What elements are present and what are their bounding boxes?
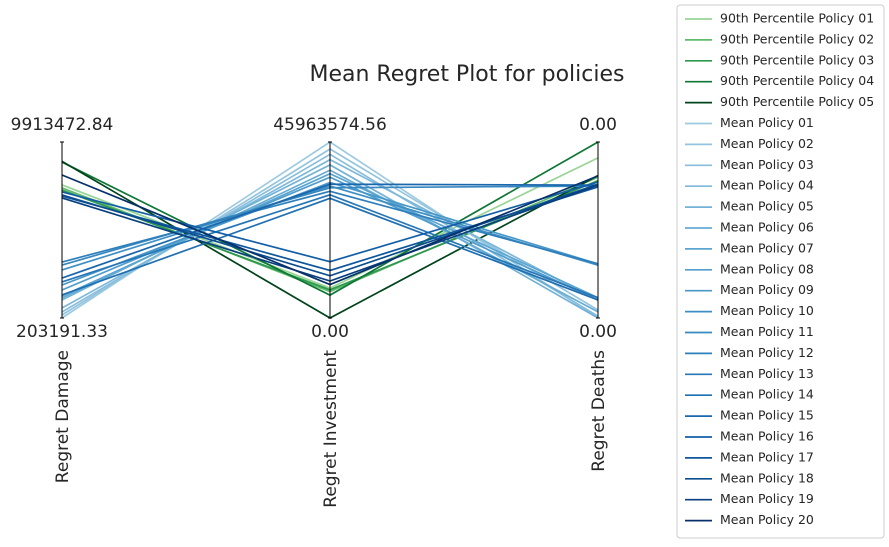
legend-label: Mean Policy 03 xyxy=(720,157,814,172)
legend: 90th Percentile Policy 01 90th Percentile… xyxy=(685,11,874,527)
axis-tick-label: 0.00 xyxy=(311,322,349,342)
legend-label: Mean Policy 18 xyxy=(720,470,814,485)
axis-title: Regret Investment xyxy=(321,350,341,508)
legend-label: Mean Policy 05 xyxy=(720,199,814,214)
chart-title: Mean Regret Plot for policies xyxy=(309,62,624,87)
axis-tick-label: 45963574.56 xyxy=(273,115,387,135)
legend-label: Mean Policy 01 xyxy=(720,115,814,130)
legend-label: Mean Policy 19 xyxy=(720,491,814,506)
legend-label: Mean Policy 02 xyxy=(720,136,814,151)
legend-label: Mean Policy 09 xyxy=(720,282,814,297)
axis-tick-label: 9913472.84 xyxy=(11,115,114,135)
legend-label: 90th Percentile Policy 05 xyxy=(720,94,874,109)
legend-label: Mean Policy 12 xyxy=(720,345,814,360)
axis-tick-label: 0.00 xyxy=(579,115,617,135)
axes: 203191.33 9913472.84 Regret Damage 0.00 4596… xyxy=(11,115,617,508)
legend-label: Mean Policy 11 xyxy=(720,324,814,339)
legend-label: 90th Percentile Policy 01 xyxy=(720,11,874,26)
legend-label: Mean Policy 20 xyxy=(720,512,814,527)
legend-label: Mean Policy 06 xyxy=(720,220,814,235)
legend-label: Mean Policy 15 xyxy=(720,408,814,423)
legend-label: Mean Policy 07 xyxy=(720,240,814,255)
legend-label: Mean Policy 16 xyxy=(720,429,814,444)
legend-label: Mean Policy 14 xyxy=(720,387,814,402)
axis-title: Regret Deaths xyxy=(589,350,609,472)
axis-tick-label: 0.00 xyxy=(579,322,617,342)
legend-label: 90th Percentile Policy 02 xyxy=(720,31,874,46)
legend-label: Mean Policy 10 xyxy=(720,303,814,318)
legend-label: 90th Percentile Policy 04 xyxy=(720,73,874,88)
legend-label: Mean Policy 17 xyxy=(720,449,814,464)
legend-label: Mean Policy 04 xyxy=(720,178,814,193)
legend-label: 90th Percentile Policy 03 xyxy=(720,52,874,67)
axis-tick-label: 203191.33 xyxy=(16,322,108,342)
axis-title: Regret Damage xyxy=(53,350,73,483)
legend-label: Mean Policy 13 xyxy=(720,366,814,381)
legend-label: Mean Policy 08 xyxy=(720,261,814,276)
legend-box xyxy=(676,4,885,539)
